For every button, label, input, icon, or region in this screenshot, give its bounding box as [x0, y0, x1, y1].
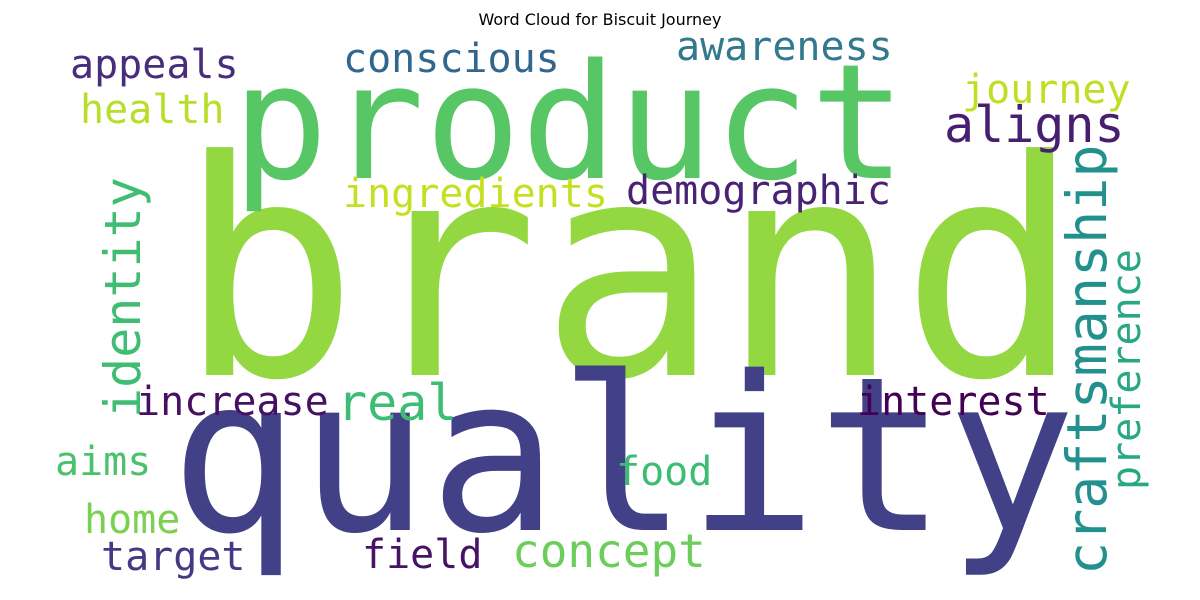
word-identity: identity	[94, 177, 152, 418]
chart-title: Word Cloud for Biscuit Journey	[478, 10, 722, 29]
word-conscious: conscious	[343, 36, 560, 82]
word-field: field	[362, 532, 482, 578]
word-target: target	[101, 534, 246, 580]
word-food: food	[616, 449, 712, 495]
word-journey: journey	[962, 67, 1131, 113]
word-quality: quality	[170, 330, 1076, 581]
word-home: home	[84, 497, 180, 543]
word-aligns: aligns	[944, 96, 1125, 154]
word-product: product	[232, 29, 906, 216]
word-interest: interest	[857, 379, 1050, 425]
word-concept: concept	[512, 524, 706, 578]
word-appeals: appeals	[70, 42, 239, 88]
word-brand: brand	[178, 97, 1081, 446]
word-awareness: awareness	[676, 24, 893, 70]
word-demographic: demographic	[626, 168, 891, 214]
word-health: health	[80, 87, 225, 133]
word-increase: increase	[136, 379, 329, 425]
word-craftsmanship: craftsmanship	[1055, 145, 1119, 575]
word-real: real	[337, 374, 457, 432]
word-ingredients: ingredients	[343, 171, 608, 217]
word-aims: aims	[55, 439, 151, 485]
word-preference: preference	[1104, 249, 1150, 490]
